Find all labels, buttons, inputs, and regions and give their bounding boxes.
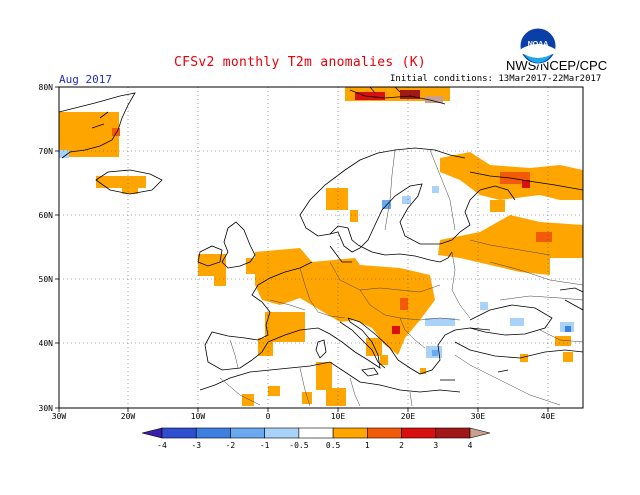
lon-label-30w: 30W	[52, 412, 67, 421]
lon-label-30e: 30E	[471, 412, 486, 421]
lon-label-10w: 10W	[191, 412, 206, 421]
colorbar-tick-label: 1	[365, 441, 370, 450]
colorbar-segment	[141, 427, 163, 439]
colorbar-tick-label: 2	[399, 441, 404, 450]
colorbar-tick-label: -2	[226, 441, 236, 450]
colorbar-segment	[469, 427, 491, 439]
lon-label-20w: 20W	[121, 412, 136, 421]
axis-ticks	[55, 86, 549, 412]
month-label: Aug 2017	[59, 73, 112, 86]
lat-label-60n: 60N	[39, 211, 54, 220]
colorbar-tick-label: -3	[191, 441, 201, 450]
svg-text:NOAA: NOAA	[528, 41, 549, 48]
lat-label-30n: 30N	[39, 404, 54, 413]
lat-label-80n: 80N	[39, 83, 54, 92]
colorbar-tick-label: 0.5	[326, 441, 341, 450]
colorbar-segment	[264, 427, 300, 439]
lon-label-20e: 20E	[401, 412, 416, 421]
coastlines	[59, 87, 583, 393]
initial-conditions-label: Initial conditions: 13Mar2017-22Mar2017	[390, 74, 602, 84]
anomaly-region-central-russia	[438, 215, 583, 275]
colorbar-segment	[401, 427, 437, 439]
colorbar-tick-label: -0.5	[289, 441, 308, 450]
colorbar-segment	[161, 427, 197, 439]
colorbar-tick-label: -4	[157, 441, 167, 450]
colorbar: -4 -3 -2 -1 -0.5 0.5 1 2 3 4	[141, 427, 491, 450]
country-borders	[219, 149, 583, 407]
lat-label-70n: 70N	[39, 147, 54, 156]
map-title: CFSv2 monthly T2m anomalies (K)	[174, 55, 426, 70]
anomaly-region-iceland	[96, 176, 146, 188]
graticule	[59, 87, 583, 408]
colorbar-segment	[195, 427, 231, 439]
map-frame	[58, 86, 584, 409]
noaa-logo-icon: NOAA	[519, 27, 557, 65]
lon-label-40e: 40E	[541, 412, 556, 421]
colorbar-tick-label: 4	[468, 441, 473, 450]
colorbar-tick-label: 3	[433, 441, 438, 450]
colorbar-segment	[230, 427, 265, 439]
colorbar-segment	[298, 427, 334, 439]
colorbar-segment	[332, 427, 368, 439]
colorbar-tick-label: -1	[260, 441, 270, 450]
lon-label-10e: 10E	[331, 412, 346, 421]
anomaly-region-north-africa	[316, 362, 332, 390]
lon-label-0: 0	[266, 412, 271, 421]
temperature-anomaly-field	[59, 87, 583, 406]
lat-label-40n: 40N	[39, 339, 54, 348]
colorbar-segment	[435, 427, 471, 439]
anomaly-region-greenland	[59, 112, 119, 157]
lat-label-50n: 50N	[39, 275, 54, 284]
colorbar-segment	[367, 427, 402, 439]
anomaly-region-central-europe	[255, 248, 435, 355]
